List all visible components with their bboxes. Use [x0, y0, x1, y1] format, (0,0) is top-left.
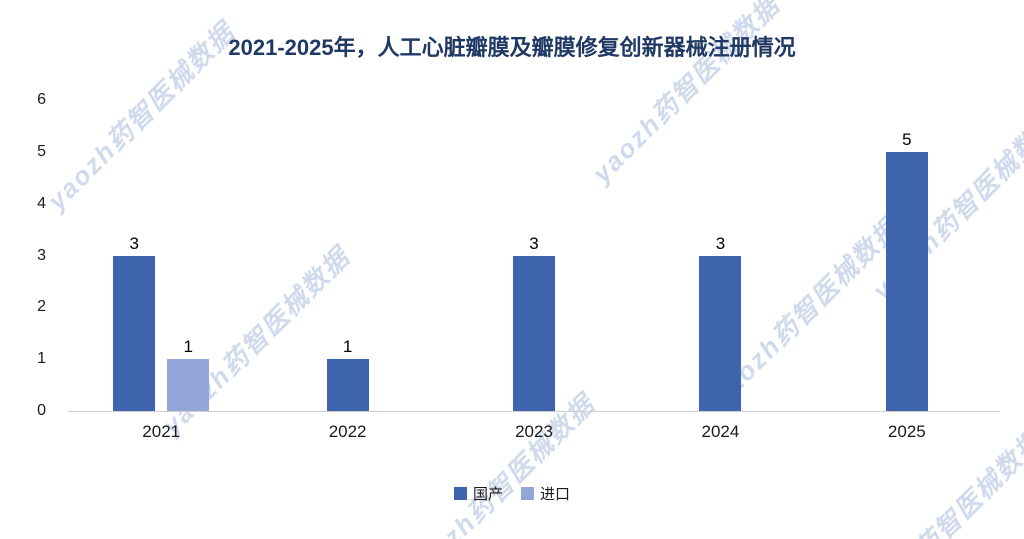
bar-group-2024: 3 — [627, 100, 813, 411]
bar-value-label: 1 — [342, 337, 353, 357]
legend-swatch-icon — [521, 487, 534, 500]
legend-item-进口: 进口 — [521, 483, 570, 504]
bar-group-2025: 5 — [814, 100, 1000, 411]
y-tick-label: 1 — [37, 350, 46, 368]
x-axis-label: 2023 — [515, 422, 553, 441]
x-axis-label: 2022 — [328, 422, 367, 441]
bar-value-label: 3 — [129, 233, 139, 253]
y-tick-label: 5 — [37, 142, 46, 160]
bar-value-label: 3 — [715, 233, 726, 253]
bar-column: 3 — [513, 100, 556, 411]
bar-column: 3 — [699, 100, 742, 411]
bar-group-2022: 1 — [254, 100, 440, 411]
y-tick-label: 3 — [37, 246, 46, 264]
y-axis: 0 1 2 3 4 5 6 — [0, 91, 58, 419]
chart-title: 2021-2025年，人工心脏瓣膜及瓣膜修复创新器械注册情况 — [228, 35, 796, 60]
x-axis-label: 2024 — [701, 422, 740, 441]
bar-value-label: 3 — [529, 233, 539, 253]
bar-value-label: 5 — [902, 129, 912, 149]
x-axis-label: 2021 — [142, 422, 181, 441]
legend: 国产 进口 — [0, 483, 1024, 504]
legend-label: 国产 — [472, 486, 503, 503]
bar-column: 5 — [885, 100, 928, 411]
bar-国产-2022 — [326, 359, 369, 411]
bar-国产-2025 — [885, 151, 928, 411]
x-axis-label: 2025 — [887, 422, 926, 441]
bar-column: 3 — [113, 100, 156, 411]
x-axis: 2021 2022 2023 2024 2025 — [68, 422, 1000, 442]
bar-国产-2024 — [699, 255, 742, 411]
legend-swatch-icon — [453, 487, 467, 500]
y-tick-label: 2 — [37, 298, 46, 316]
y-tick-label: 4 — [37, 194, 46, 212]
bar-进口-2021 — [167, 359, 210, 411]
bar-value-label: 1 — [183, 337, 193, 357]
bar-国产-2021 — [113, 255, 156, 411]
bar-column: 1 — [326, 100, 369, 411]
bar-group-2023: 3 — [441, 100, 627, 411]
legend-label: 进口 — [540, 486, 571, 503]
y-tick-label: 0 — [37, 402, 46, 419]
bar-column: 1 — [167, 100, 210, 411]
legend-item-国产: 国产 — [453, 483, 503, 504]
bar-国产-2023 — [513, 255, 556, 411]
y-tick-label: 6 — [37, 91, 46, 108]
